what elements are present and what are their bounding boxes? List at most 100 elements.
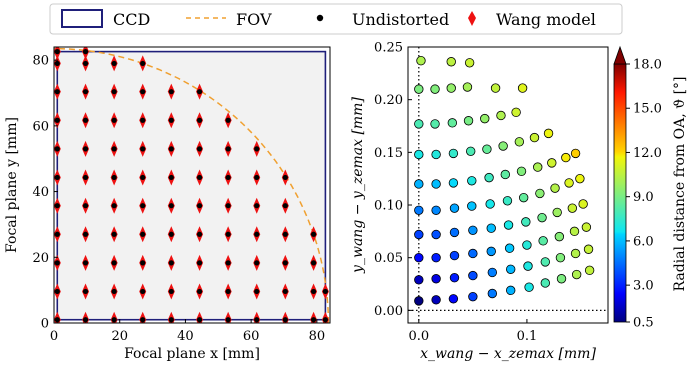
undistorted-marker [282,231,288,237]
residual-point [556,274,567,284]
undistorted-marker [54,89,60,95]
residual-point [414,229,424,240]
undistorted-marker [111,260,117,266]
undistorted-marker [254,231,260,237]
undistorted-marker [225,117,231,123]
residual-point [486,223,496,233]
residual-point [414,119,424,129]
legend-wang-label: Wang model [496,10,596,29]
undistorted-marker [82,117,89,123]
undistorted-marker [140,174,146,181]
residual-point [467,201,477,211]
colorbar-tick-label: 0.5 [633,316,654,331]
left-ytick-label: 40 [32,185,49,200]
right-ytick-label: 0.00 [374,304,403,319]
residual-point [430,119,440,129]
residual-point [583,244,594,254]
undistorted-marker [168,231,174,237]
legend-wang-marker [468,11,476,26]
residual-point [414,179,424,189]
residual-point [567,203,578,213]
undistorted-marker [254,260,260,266]
left-ytick-label: 60 [32,119,49,134]
undistorted-marker [282,203,288,209]
residual-point [449,273,460,283]
residual-point [431,295,441,305]
residual-point [561,152,571,163]
undistorted-marker [82,146,89,152]
undistorted-marker [82,260,89,266]
residual-point [543,128,554,139]
right-ytick-label: 0.20 [374,93,403,108]
undistorted-marker [322,288,328,295]
undistorted-marker [54,231,60,237]
residual-point [468,248,478,259]
undistorted-marker [54,174,60,181]
residual-point [552,207,562,218]
left-ytick-label: 20 [32,251,49,266]
right-markers [414,55,595,306]
residual-point [521,217,531,227]
ccd-outline [56,50,327,321]
residual-point [570,148,581,159]
undistorted-marker [54,49,60,55]
left-xlabel: Focal plane x [mm] [124,346,260,362]
undistorted-marker [168,174,174,181]
undistorted-marker [82,89,89,95]
undistorted-marker [254,317,260,323]
colorbar-tick-label: 18.0 [633,58,662,73]
left-xtick-label: 20 [111,329,128,344]
residual-point [518,192,529,203]
residual-point [448,294,459,304]
undistorted-marker [254,146,260,152]
residual-point [500,169,510,180]
ccd-region [56,50,327,321]
left-ytick-label: 0 [41,317,49,332]
residual-point [449,250,460,261]
residual-point [482,144,492,154]
residual-point [487,267,498,278]
undistorted-marker [54,317,60,323]
residual-point [431,179,441,189]
residual-point [540,257,550,267]
ccd-fill [57,51,326,320]
undistorted-marker [225,174,231,181]
residual-point [466,146,476,156]
right-xlabel: x_wang − x_zemax [mm] [420,346,596,362]
legend-undistorted-label: Undistorted [352,10,449,29]
undistorted-marker [168,260,174,266]
residual-point [569,226,580,237]
undistorted-marker [140,260,146,266]
residual-point [446,83,456,93]
undistorted-marker [196,260,203,266]
undistorted-marker [196,288,203,295]
residual-point [554,231,565,242]
colorbar-extend-arrow [613,45,627,65]
residual-point [535,188,545,199]
undistorted-marker [111,288,117,295]
residual-point [523,261,533,271]
undistorted-marker [225,203,231,209]
undistorted-marker [196,231,203,237]
undistorted-marker [282,288,288,295]
undistorted-marker [322,317,328,323]
residual-point [449,227,460,238]
undistorted-marker [196,117,203,123]
residual-point [468,291,478,302]
left-markers [54,47,329,323]
residual-point [414,252,424,263]
residual-point [504,243,515,253]
residual-point [555,252,566,263]
residual-point [550,183,560,193]
right-ticks: 0.0 0.1 0.00 0.05 0.10 0.15 0.20 0.25 [374,41,537,345]
colorbar-tick-label: 6.0 [633,234,654,249]
undistorted-marker [54,146,60,152]
residual-point [570,248,581,259]
legend: CCD FOV Undistorted Wang model [49,3,623,35]
undistorted-marker [282,174,288,181]
residual-point [431,252,441,263]
residual-point [487,288,498,299]
undistorted-marker [111,60,117,67]
legend-undistorted-marker [316,14,324,22]
residual-point [547,158,557,168]
